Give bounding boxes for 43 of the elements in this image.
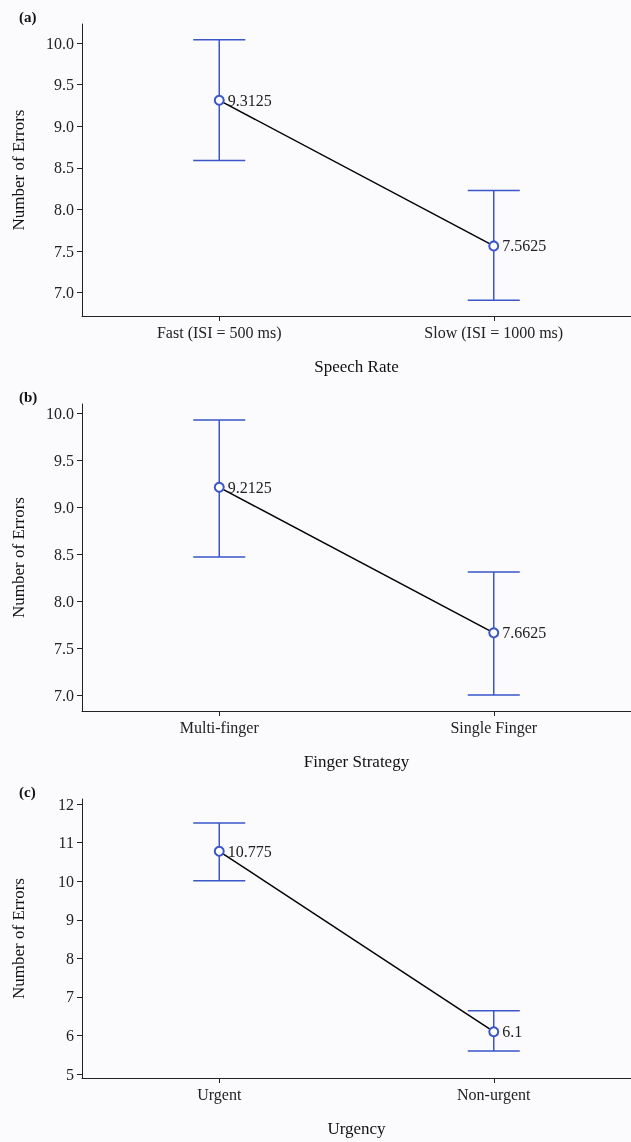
- y-tick-label: 5: [66, 1065, 74, 1083]
- y-tick-label: 11: [58, 834, 74, 852]
- x-axis-title: Urgency: [327, 1119, 387, 1138]
- y-tick-label: 10.0: [46, 404, 74, 422]
- y-tick-label: 8.5: [54, 545, 74, 563]
- y-tick-label: 9.0: [54, 117, 74, 135]
- y-tick-label: 8.0: [54, 201, 74, 219]
- y-tick-label: 8.0: [54, 592, 74, 610]
- x-tick-label: Slow (ISI = 1000 ms): [424, 323, 564, 342]
- y-tick-label: 6: [66, 1027, 74, 1045]
- y-tick-label: 7.5: [54, 639, 74, 657]
- y-tick-label: 7.0: [54, 686, 74, 704]
- chart-title: (a): [19, 8, 37, 26]
- data-label: 7.5625: [502, 237, 547, 255]
- y-tick-label: 9.0: [54, 498, 74, 516]
- chart-title: (c): [19, 783, 36, 801]
- data-label: 10.775: [227, 842, 272, 860]
- y-tick-label: 9.5: [54, 451, 74, 469]
- y-tick-label: 10: [58, 872, 74, 890]
- x-tick-label: Single Finger: [450, 718, 538, 737]
- x-axis-title: Speech Rate: [314, 357, 399, 376]
- y-axis-title: Number of Errors: [9, 109, 28, 231]
- x-tick-label: Fast (ISI = 500 ms): [156, 323, 282, 342]
- chart-title: (b): [19, 388, 38, 406]
- x-tick-label: Multi-finger: [179, 718, 260, 737]
- y-tick-label: 8.5: [54, 159, 74, 177]
- x-tick-label: Non-urgent: [457, 1085, 532, 1104]
- y-tick-label: 7.5: [54, 242, 74, 260]
- y-tick-label: 7: [66, 988, 74, 1006]
- y-tick-label: 7.0: [54, 284, 74, 302]
- y-axis-title: Number of Errors: [9, 878, 28, 999]
- x-tick-label: Urgent: [197, 1085, 242, 1104]
- data-label: 9.3125: [227, 91, 272, 109]
- y-tick-label: 12: [58, 795, 74, 813]
- y-tick-label: 9: [66, 911, 74, 929]
- data-label: 6.1: [502, 1023, 523, 1041]
- data-label: 9.2125: [227, 478, 272, 496]
- y-tick-label: 10.0: [46, 34, 74, 52]
- y-axis-title: Number of Errors: [9, 497, 28, 618]
- x-axis-title: Finger Strategy: [303, 752, 410, 771]
- data-label: 7.6625: [502, 624, 547, 642]
- y-tick-label: 9.5: [54, 76, 74, 94]
- y-tick-label: 8: [66, 949, 74, 967]
